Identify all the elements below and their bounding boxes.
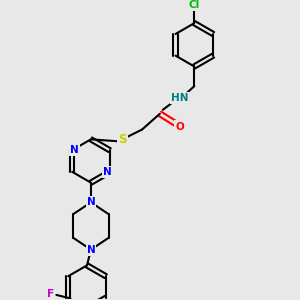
- Text: S: S: [118, 133, 127, 146]
- Text: N: N: [86, 197, 95, 207]
- Text: HN: HN: [171, 93, 188, 103]
- Text: F: F: [47, 289, 54, 299]
- Text: N: N: [70, 145, 79, 155]
- Text: O: O: [175, 122, 184, 131]
- Text: Cl: Cl: [189, 0, 200, 11]
- Text: N: N: [103, 167, 112, 177]
- Text: N: N: [86, 244, 95, 255]
